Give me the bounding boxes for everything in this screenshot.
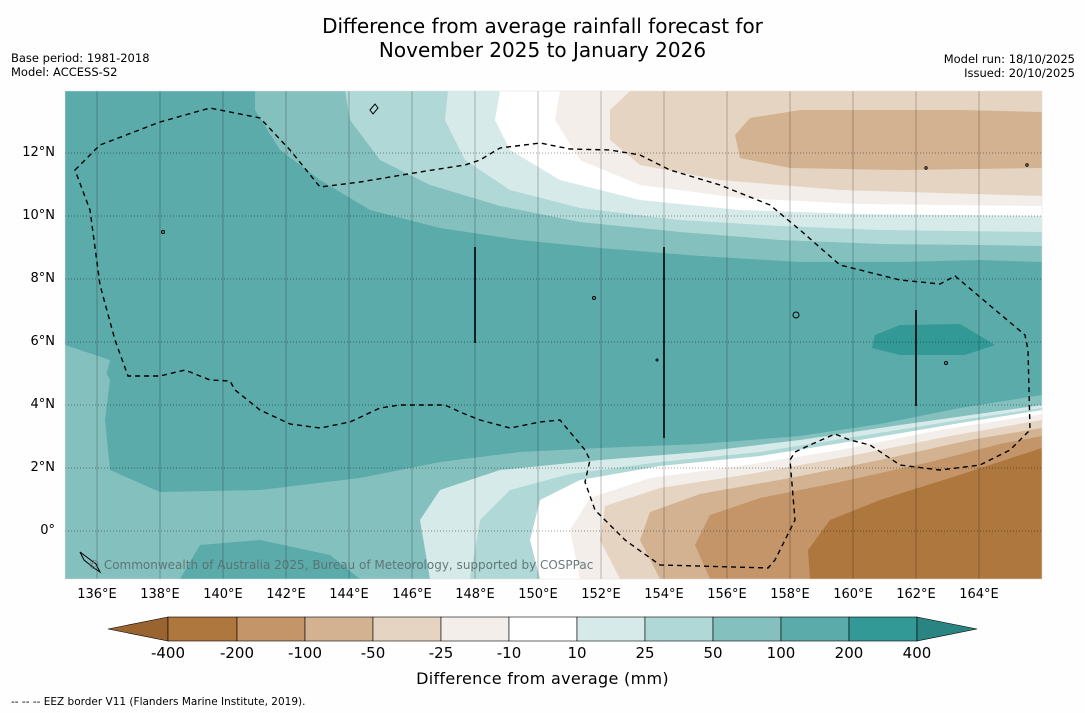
lat-label: 4°N [30, 397, 56, 412]
contour-fields [65, 91, 1042, 579]
colorbar-tick: 100 [766, 644, 796, 662]
lon-label: 138°E [140, 587, 180, 602]
eez-legend-note: -- -- -- EEZ border V11 (Flanders Marine… [11, 696, 306, 708]
colorbar-tick: 10 [567, 644, 587, 662]
model-name: Model: ACCESS-S2 [11, 65, 118, 79]
colorbar-bin-11 [848, 616, 918, 642]
lon-label: 146°E [392, 587, 432, 602]
map-frame [64, 90, 1043, 580]
colorbar-bin-6 [508, 616, 578, 642]
colorbar-bin-4 [372, 616, 442, 642]
colorbar [107, 616, 978, 642]
colorbar-bin-10 [780, 616, 850, 642]
title-line-2: November 2025 to January 2026 [378, 38, 707, 62]
grid-lines [65, 91, 1042, 579]
lon-label: 148°E [455, 587, 495, 602]
colorbar-tick: -200 [219, 644, 255, 662]
colorbar-tick: 400 [902, 644, 932, 662]
colorbar-title: Difference from average (mm) [416, 669, 669, 688]
field-sw-lower-base [180, 540, 360, 579]
issued-date: Issued: 20/10/2025 [964, 66, 1075, 80]
lon-label: 136°E [77, 587, 117, 602]
field-se-neg-200-400 [808, 448, 1042, 579]
colorbar-tick: -25 [428, 644, 454, 662]
field-left-edge-50-100 [65, 345, 110, 410]
colorbar-tick: -10 [496, 644, 522, 662]
colorbar-tick: -400 [150, 644, 186, 662]
meta-left: Base period: 1981-2018 Model: ACCESS-S2 [11, 51, 150, 79]
title-line-1: Difference from average rainfall forecas… [322, 14, 763, 38]
lat-label: 12°N [22, 145, 55, 160]
copyright-credit: © Commonwealth of Australia 2025, Bureau… [88, 558, 594, 572]
lon-label: 156°E [707, 587, 747, 602]
lon-label: 162°E [896, 587, 936, 602]
lon-label: 160°E [833, 587, 873, 602]
station-lines [474, 247, 917, 438]
colorbar-extend-high [916, 616, 978, 642]
lat-label: 6°N [30, 334, 56, 349]
lon-label: 154°E [644, 587, 684, 602]
colorbar-bin-2 [236, 616, 306, 642]
colorbar-tick: 200 [834, 644, 864, 662]
eez-border [74, 107, 1031, 569]
lon-label: 152°E [581, 587, 621, 602]
lon-label: 144°E [329, 587, 369, 602]
lon-label: 142°E [266, 587, 306, 602]
colorbar-tick: -100 [287, 644, 323, 662]
islands [79, 103, 1029, 574]
lon-label: 140°E [203, 587, 243, 602]
colorbar-bin-1 [167, 616, 238, 642]
colorbar-bin-7 [576, 616, 646, 642]
lon-label: 164°E [959, 587, 999, 602]
lon-label: 150°E [518, 587, 558, 602]
field-north-neg-50-100 [735, 110, 1042, 170]
base-period: Base period: 1981-2018 [11, 51, 150, 65]
lat-label: 8°N [30, 271, 56, 286]
colorbar-tick: 25 [635, 644, 655, 662]
lat-label: 10°N [22, 208, 55, 223]
colorbar-bin-9 [712, 616, 782, 642]
model-run: Model run: 18/10/2025 [943, 52, 1075, 66]
meta-right: Model run: 18/10/2025 Issued: 20/10/2025 [944, 52, 1075, 80]
lat-label: 0° [40, 523, 55, 538]
colorbar-bin-5 [440, 616, 510, 642]
colorbar-bin-3 [304, 616, 374, 642]
colorbar-bin-8 [644, 616, 714, 642]
field-wet-blob-200-400 [872, 324, 995, 355]
chart-title: Difference from average rainfall forecas… [0, 14, 1085, 62]
colorbar-extend-low [107, 616, 169, 642]
colorbar-tick: -50 [360, 644, 386, 662]
lon-label: 158°E [770, 587, 810, 602]
lat-label: 2°N [30, 460, 56, 475]
colorbar-tick: 50 [703, 644, 723, 662]
